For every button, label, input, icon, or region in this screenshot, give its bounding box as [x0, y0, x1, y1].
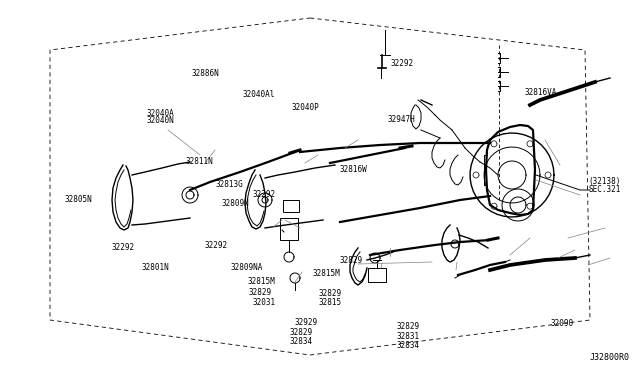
Text: 32829: 32829 [319, 289, 342, 298]
Text: 32040Al: 32040Al [243, 90, 275, 99]
Text: 32292: 32292 [111, 243, 134, 252]
Text: 32829: 32829 [397, 322, 420, 331]
Bar [368, 268, 386, 282]
Text: 32829: 32829 [249, 288, 272, 296]
Bar [283, 200, 299, 212]
Text: 32813G: 32813G [216, 180, 243, 189]
Text: 32090: 32090 [550, 319, 573, 328]
Text: 32811N: 32811N [186, 157, 213, 166]
Text: 32829: 32829 [339, 256, 362, 265]
Text: J32800R0: J32800R0 [590, 353, 630, 362]
Text: 32831: 32831 [397, 332, 420, 341]
Bar [280, 218, 298, 240]
Text: 32929: 32929 [294, 318, 317, 327]
Text: 32947H: 32947H [387, 115, 415, 124]
Text: 32809NA: 32809NA [230, 263, 263, 272]
Text: 32816W: 32816W [339, 165, 367, 174]
Text: 32834: 32834 [397, 341, 420, 350]
Text: 32031: 32031 [252, 298, 275, 307]
Text: 32040P: 32040P [291, 103, 319, 112]
Text: 32801N: 32801N [142, 263, 170, 272]
Text: 32292: 32292 [253, 190, 276, 199]
Text: 32816VA: 32816VA [525, 88, 557, 97]
Text: 32886N: 32886N [192, 69, 220, 78]
Text: 32292: 32292 [390, 60, 413, 68]
Text: 32040A: 32040A [147, 109, 174, 118]
Text: 32805N: 32805N [64, 195, 92, 203]
Text: 32829: 32829 [289, 328, 312, 337]
Text: 32292: 32292 [205, 241, 228, 250]
Text: 32815M: 32815M [248, 278, 275, 286]
Text: 32040N: 32040N [147, 116, 174, 125]
Text: 32815M: 32815M [312, 269, 340, 278]
Text: (32138): (32138) [589, 177, 621, 186]
Text: 32815: 32815 [319, 298, 342, 307]
Text: 32809N: 32809N [222, 199, 250, 208]
Text: 32834: 32834 [289, 337, 312, 346]
Text: SEC.321: SEC.321 [589, 185, 621, 194]
